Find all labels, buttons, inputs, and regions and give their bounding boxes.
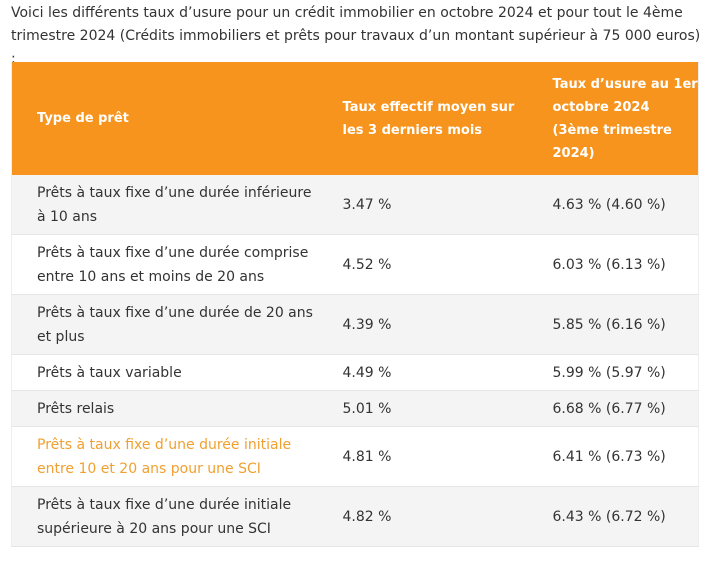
usury-rate-cell: 6.43 % (6.72 %): [528, 486, 699, 547]
usury-rates-table: Type de prêt Taux effectif moyen sur les…: [11, 62, 699, 547]
usury-rate-cell: 6.41 % (6.73 %): [528, 426, 699, 487]
usury-rate-cell: 5.85 % (6.16 %): [528, 294, 699, 355]
loan-type-cell: Prêts à taux variable: [11, 354, 319, 391]
table-header-row: Type de prêt Taux effectif moyen sur les…: [11, 62, 699, 175]
average-rate-cell: 4.81 %: [318, 426, 529, 487]
usury-rate-cell: 4.63 % (4.60 %): [528, 175, 699, 235]
loan-type-cell: Prêts à taux fixe d’une durée initiale s…: [11, 486, 319, 547]
usury-rate-cell: 6.68 % (6.77 %): [528, 390, 699, 427]
usury-rate-cell: 5.99 % (5.97 %): [528, 354, 699, 391]
table-row: Prêts à taux fixe d’une durée inférieure…: [11, 175, 699, 235]
table-row: Prêts relais 5.01 % 6.68 % (6.77 %): [11, 390, 699, 427]
loan-type-cell: Prêts à taux fixe d’une durée comprise e…: [11, 234, 319, 295]
table-row: Prêts à taux fixe d’une durée de 20 ans …: [11, 294, 699, 355]
average-rate-cell: 4.39 %: [318, 294, 529, 355]
table-row: Prêts à taux fixe d’une durée comprise e…: [11, 234, 699, 295]
average-rate-cell: 4.49 %: [318, 354, 529, 391]
table-row: Prêts à taux fixe d’une durée initiale s…: [11, 486, 699, 547]
loan-type-cell-highlighted: Prêts à taux fixe d’une durée initiale e…: [11, 426, 319, 487]
usury-rate-cell: 6.03 % (6.13 %): [528, 234, 699, 295]
average-rate-cell: 3.47 %: [318, 175, 529, 235]
intro-paragraph: Voici les différents taux d’usure pour u…: [11, 5, 701, 67]
table-row: Prêts à taux variable 4.49 % 5.99 % (5.9…: [11, 354, 699, 391]
loan-type-cell: Prêts à taux fixe d’une durée de 20 ans …: [11, 294, 319, 355]
loan-type-cell: Prêts à taux fixe d’une durée inférieure…: [11, 175, 319, 235]
header-usury-rate: Taux d’usure au 1er octobre 2024 (3ème t…: [528, 62, 699, 175]
average-rate-cell: 5.01 %: [318, 390, 529, 427]
header-average-rate: Taux effectif moyen sur les 3 derniers m…: [318, 62, 529, 175]
header-loan-type: Type de prêt: [11, 62, 319, 175]
average-rate-cell: 4.82 %: [318, 486, 529, 547]
average-rate-cell: 4.52 %: [318, 234, 529, 295]
loan-type-cell: Prêts relais: [11, 390, 319, 427]
table-row: Prêts à taux fixe d’une durée initiale e…: [11, 426, 699, 487]
